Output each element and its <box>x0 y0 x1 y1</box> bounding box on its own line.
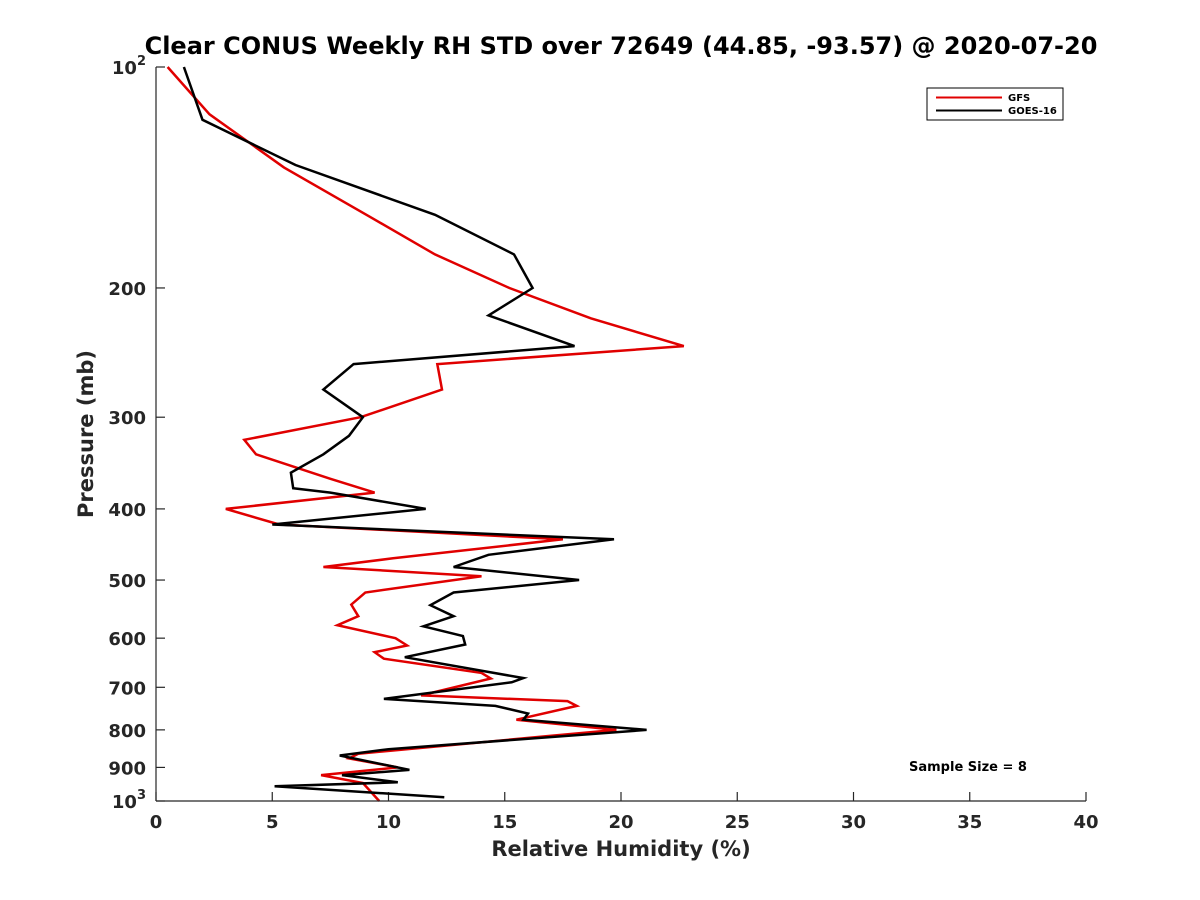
x-tick-label-6: 30 <box>841 812 866 833</box>
x-tick-label-5: 25 <box>725 812 750 833</box>
series-line-gfs <box>166 66 685 802</box>
series-layer <box>166 66 685 802</box>
x-axis: 0 5 10 15 20 25 30 35 40 <box>150 792 1099 833</box>
x-tick-label-3: 15 <box>492 812 517 833</box>
y-tick-label-1: 200 <box>108 279 146 300</box>
y-tick-label-0: 102 <box>112 54 146 79</box>
series-line-goes-16 <box>182 66 647 799</box>
y-tick-label-5: 600 <box>108 629 146 650</box>
y-axis: 102 200 300 400 500 600 700 800 900 103 <box>108 54 165 813</box>
plot-area <box>156 67 1086 801</box>
x-tick-label-4: 20 <box>608 812 633 833</box>
legend-label-gfs: GFS <box>1008 93 1030 104</box>
y-tick-label-4: 500 <box>108 571 146 592</box>
legend-box <box>926 87 1064 121</box>
y-tick-label-2: 300 <box>108 408 146 429</box>
sample-size-annotation: Sample Size = 8 <box>909 760 1027 775</box>
y-tick-label-6: 700 <box>108 678 146 699</box>
x-tick-label-1: 5 <box>266 812 279 833</box>
y-tick-label-3: 400 <box>108 500 146 521</box>
x-tick-label-7: 35 <box>957 812 982 833</box>
y-axis-label: Pressure (mb) <box>74 350 98 518</box>
legend-label-goes16: GOES-16 <box>1008 106 1057 117</box>
x-tick-label-8: 40 <box>1073 812 1098 833</box>
y-tick-label-8: 900 <box>108 758 146 779</box>
x-tick-label-0: 0 <box>150 812 163 833</box>
x-axis-label: Relative Humidity (%) <box>491 837 750 861</box>
y-tick-label-7: 800 <box>108 721 146 742</box>
legend: GFS GOES-16 <box>926 87 1064 121</box>
x-tick-label-2: 10 <box>376 812 401 833</box>
y-tick-label-9: 103 <box>112 788 146 813</box>
chart-title: Clear CONUS Weekly RH STD over 72649 (44… <box>145 32 1098 60</box>
